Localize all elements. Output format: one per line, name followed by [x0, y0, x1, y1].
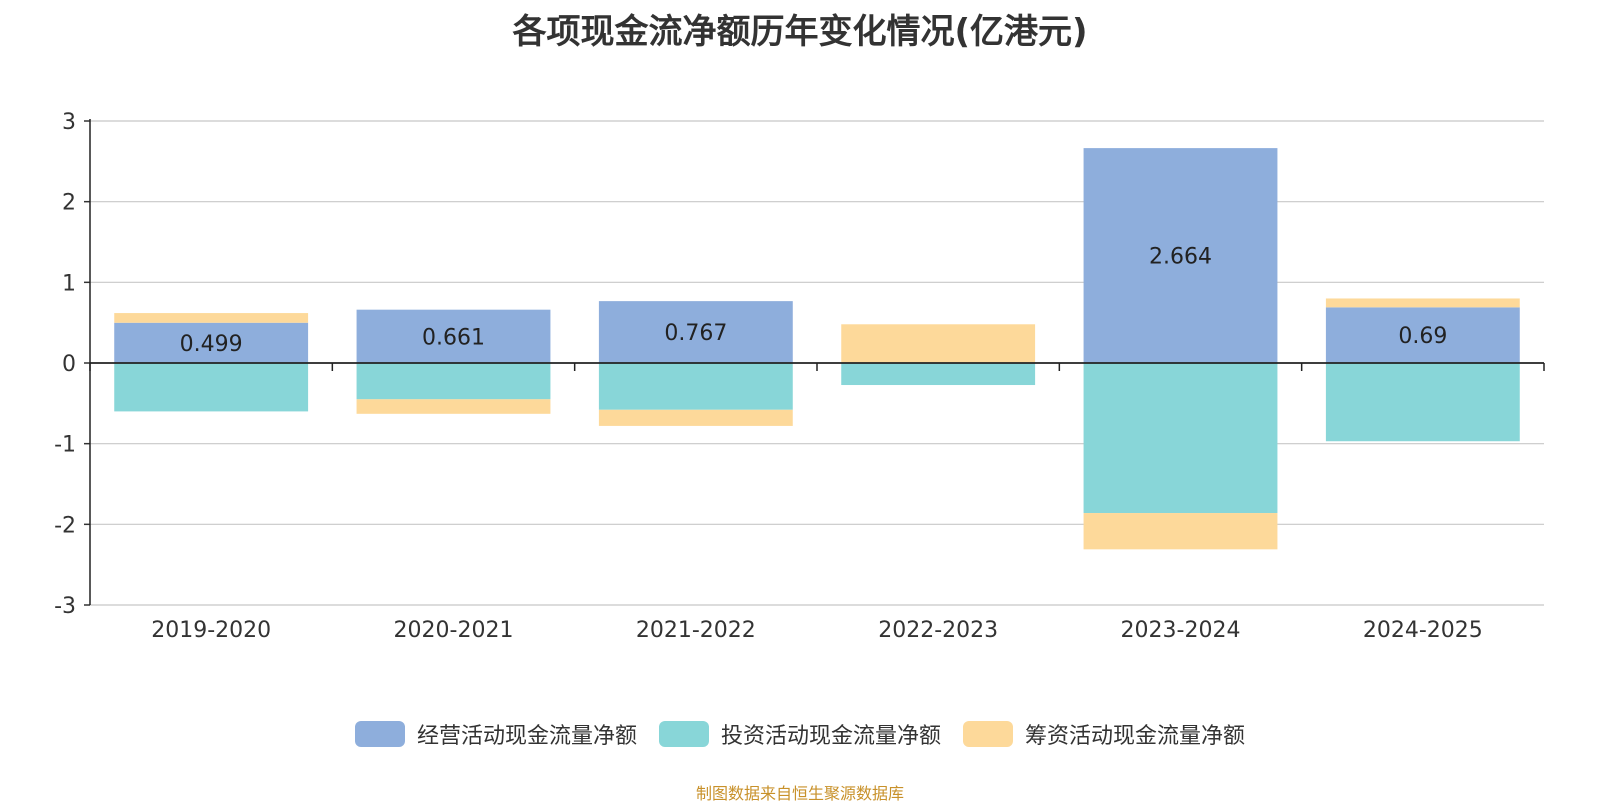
bar-segment	[1084, 363, 1278, 513]
legend-swatch	[355, 721, 405, 747]
bar-segment	[114, 363, 308, 411]
x-tick-label: 2022-2023	[878, 618, 998, 643]
legend-item[interactable]: 经营活动现金流量净额	[355, 718, 637, 750]
source-note: 制图数据来自恒生聚源数据库	[0, 780, 1600, 804]
y-tick-label: 0	[62, 352, 76, 377]
bar-segment	[599, 363, 793, 410]
data-label: 0.499	[180, 332, 243, 357]
legend-item[interactable]: 投资活动现金流量净额	[659, 718, 941, 750]
legend-swatch	[963, 721, 1013, 747]
y-tick-label: 1	[62, 271, 76, 296]
bar-segment	[1326, 298, 1520, 307]
y-tick-label: -2	[54, 513, 76, 538]
legend: 经营活动现金流量净额 投资活动现金流量净额 筹资活动现金流量净额	[0, 718, 1600, 750]
data-label: 0.69	[1398, 324, 1447, 349]
data-label: 0.661	[422, 325, 485, 350]
x-tick-label: 2023-2024	[1121, 618, 1241, 643]
x-tick-label: 2019-2020	[151, 618, 271, 643]
legend-swatch	[659, 721, 709, 747]
bar-segment	[357, 399, 551, 414]
data-label: 0.767	[664, 321, 727, 346]
bar-segment	[1326, 363, 1520, 441]
legend-label: 投资活动现金流量净额	[721, 718, 941, 750]
y-tick-label: 3	[62, 110, 76, 135]
legend-label: 筹资活动现金流量净额	[1025, 718, 1245, 750]
bar-segment	[1084, 513, 1278, 549]
bar-segment	[114, 313, 308, 323]
y-tick-label: 2	[62, 191, 76, 216]
bar-segment	[841, 324, 1035, 363]
data-label: 2.664	[1149, 245, 1212, 270]
x-tick-label: 2020-2021	[394, 618, 514, 643]
y-tick-label: -3	[54, 594, 76, 619]
bars	[114, 148, 1520, 549]
x-tick-label: 2024-2025	[1363, 618, 1483, 643]
stacked-bar-chart: -3 -2 -1 0 1 2 3 2019-2020 2020-2021 2021-2022 202…	[0, 0, 1600, 700]
bar-segment	[841, 363, 1035, 385]
y-tick-label: -1	[54, 433, 76, 458]
legend-item[interactable]: 筹资活动现金流量净额	[963, 718, 1245, 750]
x-tick-label: 2021-2022	[636, 618, 756, 643]
bar-segment	[599, 410, 793, 426]
legend-label: 经营活动现金流量净额	[417, 718, 637, 750]
bar-segment	[357, 363, 551, 399]
